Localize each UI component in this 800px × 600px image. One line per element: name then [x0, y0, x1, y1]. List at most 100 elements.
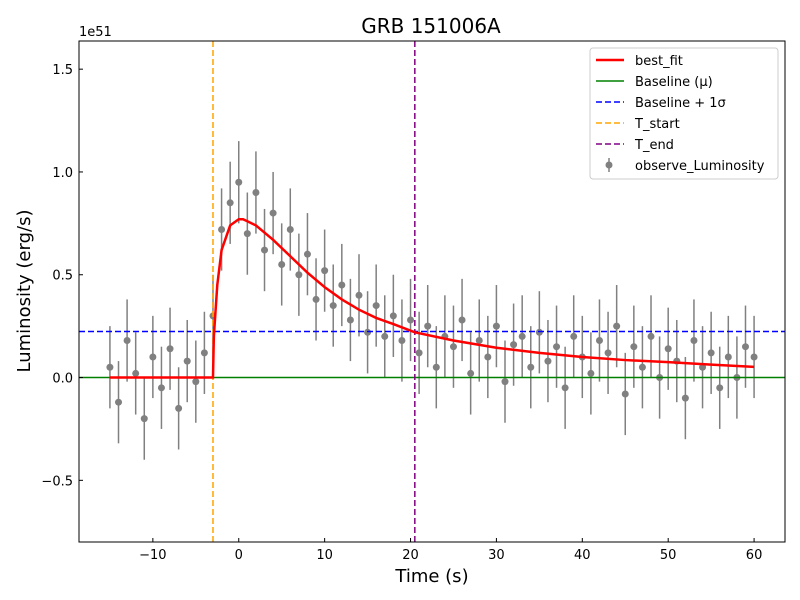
data-point [218, 226, 226, 234]
data-point [329, 302, 337, 310]
data-point [226, 199, 234, 207]
data-point [321, 267, 329, 275]
data-point [501, 378, 509, 386]
data-point [595, 337, 603, 345]
data-point [415, 349, 423, 357]
y-tick-label: −0.5 [41, 474, 73, 489]
data-point [518, 332, 526, 340]
data-point [346, 316, 354, 324]
x-tick-label: 0 [235, 548, 243, 563]
data-point [398, 337, 406, 345]
x-tick-label: 20 [402, 548, 419, 563]
data-point [664, 345, 672, 353]
data-point [741, 343, 749, 351]
data-point [381, 332, 389, 340]
data-point [192, 378, 200, 386]
legend-label: Baseline (μ) [635, 75, 713, 90]
data-point [407, 316, 415, 324]
x-tick-label: 10 [316, 548, 333, 563]
data-point [690, 337, 698, 345]
legend-label: observe_Luminosity [635, 159, 765, 174]
data-point [175, 404, 183, 412]
data-point [389, 312, 397, 320]
data-point [157, 384, 165, 392]
y-scale-label: 1e51 [79, 25, 112, 40]
data-point [295, 271, 303, 279]
data-point [235, 178, 243, 186]
data-point [200, 349, 208, 357]
data-point [561, 384, 569, 392]
data-point [140, 415, 148, 423]
legend-box [589, 47, 779, 180]
data-point [123, 337, 131, 345]
y-tick-label: 0.5 [52, 269, 73, 284]
data-point [681, 394, 689, 402]
data-point [449, 343, 457, 351]
data-point [132, 369, 140, 377]
data-point [527, 363, 535, 371]
data-point [553, 343, 561, 351]
data-point [424, 322, 432, 330]
data-point [587, 369, 595, 377]
data-point [286, 226, 294, 234]
data-point [106, 363, 114, 371]
data-point [278, 260, 286, 268]
data-point [261, 246, 269, 254]
data-point [544, 357, 552, 365]
data-point [252, 189, 260, 197]
legend-label: T_end [634, 138, 674, 153]
data-point [458, 316, 466, 324]
data-point [243, 230, 251, 238]
data-point [510, 341, 518, 349]
data-point [303, 250, 311, 258]
data-point [149, 353, 157, 361]
y-axis-label: Luminosity (erg/s) [14, 210, 35, 373]
best-fit-curve [109, 217, 755, 379]
data-point [699, 363, 707, 371]
data-point [269, 209, 277, 217]
data-point [338, 281, 346, 289]
data-point [484, 353, 492, 361]
x-tick-label: 60 [746, 548, 763, 563]
data-point [115, 398, 123, 406]
data-point [716, 384, 724, 392]
legend-label: best_fit [635, 54, 683, 69]
x-tick-label: −10 [139, 548, 166, 563]
x-tick-label: 40 [574, 548, 591, 563]
data-point [750, 353, 758, 361]
data-point [364, 328, 372, 336]
data-point [535, 328, 543, 336]
data-point [613, 322, 621, 330]
x-tick-label: 30 [488, 548, 505, 563]
data-point [638, 363, 646, 371]
data-point [432, 363, 440, 371]
y-tick-label: 1.5 [52, 63, 73, 78]
chart-title: GRB 151006A [361, 14, 501, 38]
x-axis-label: Time (s) [394, 566, 468, 587]
data-point [475, 337, 483, 345]
data-point [467, 369, 475, 377]
legend-label: T_start [634, 117, 680, 132]
plot-frame [78, 40, 786, 543]
y-tick-label: 1.0 [52, 166, 73, 181]
legend-marker-icon [605, 161, 613, 169]
data-point [647, 332, 655, 340]
data-point [372, 302, 380, 310]
data-point [183, 357, 191, 365]
legend: best_fit Baseline (μ) Baseline + 1σ T_start… [589, 47, 779, 180]
axis-ticks: −10 0 10 20 30 40 50 60 −0.5 0.0 0.5 1.0 1.5 [41, 63, 762, 563]
data-point [312, 295, 320, 303]
data-point [166, 345, 174, 353]
data-point [630, 343, 638, 351]
data-point [604, 349, 612, 357]
data-point [621, 390, 629, 398]
data-point [570, 332, 578, 340]
data-point [492, 322, 500, 330]
legend-label: Baseline + 1σ [635, 96, 726, 111]
x-tick-label: 50 [660, 548, 677, 563]
data-point [724, 353, 732, 361]
plot-area [79, 41, 785, 542]
data-point [355, 291, 363, 299]
plot-layer [79, 41, 785, 542]
